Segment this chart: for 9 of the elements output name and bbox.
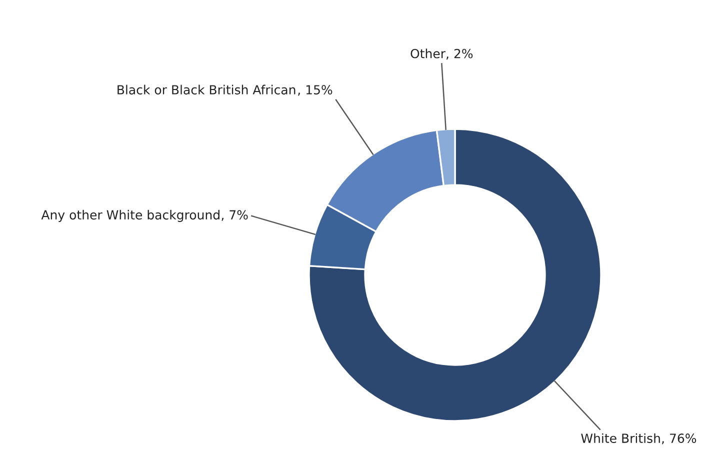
- slice-label: White British: [581, 433, 660, 443]
- slice-label: Any other White background: [41, 210, 220, 222]
- donut-slice: [308, 128, 602, 422]
- data-label: , 7%: [222, 210, 248, 221]
- data-label: , 76%: [662, 434, 696, 444]
- slice-label: Other: [410, 48, 446, 58]
- data-label: , 15%: [298, 85, 332, 96]
- slice-label: Black or Black British African: [118, 84, 296, 94]
- data-label: , 2%: [446, 48, 473, 60]
